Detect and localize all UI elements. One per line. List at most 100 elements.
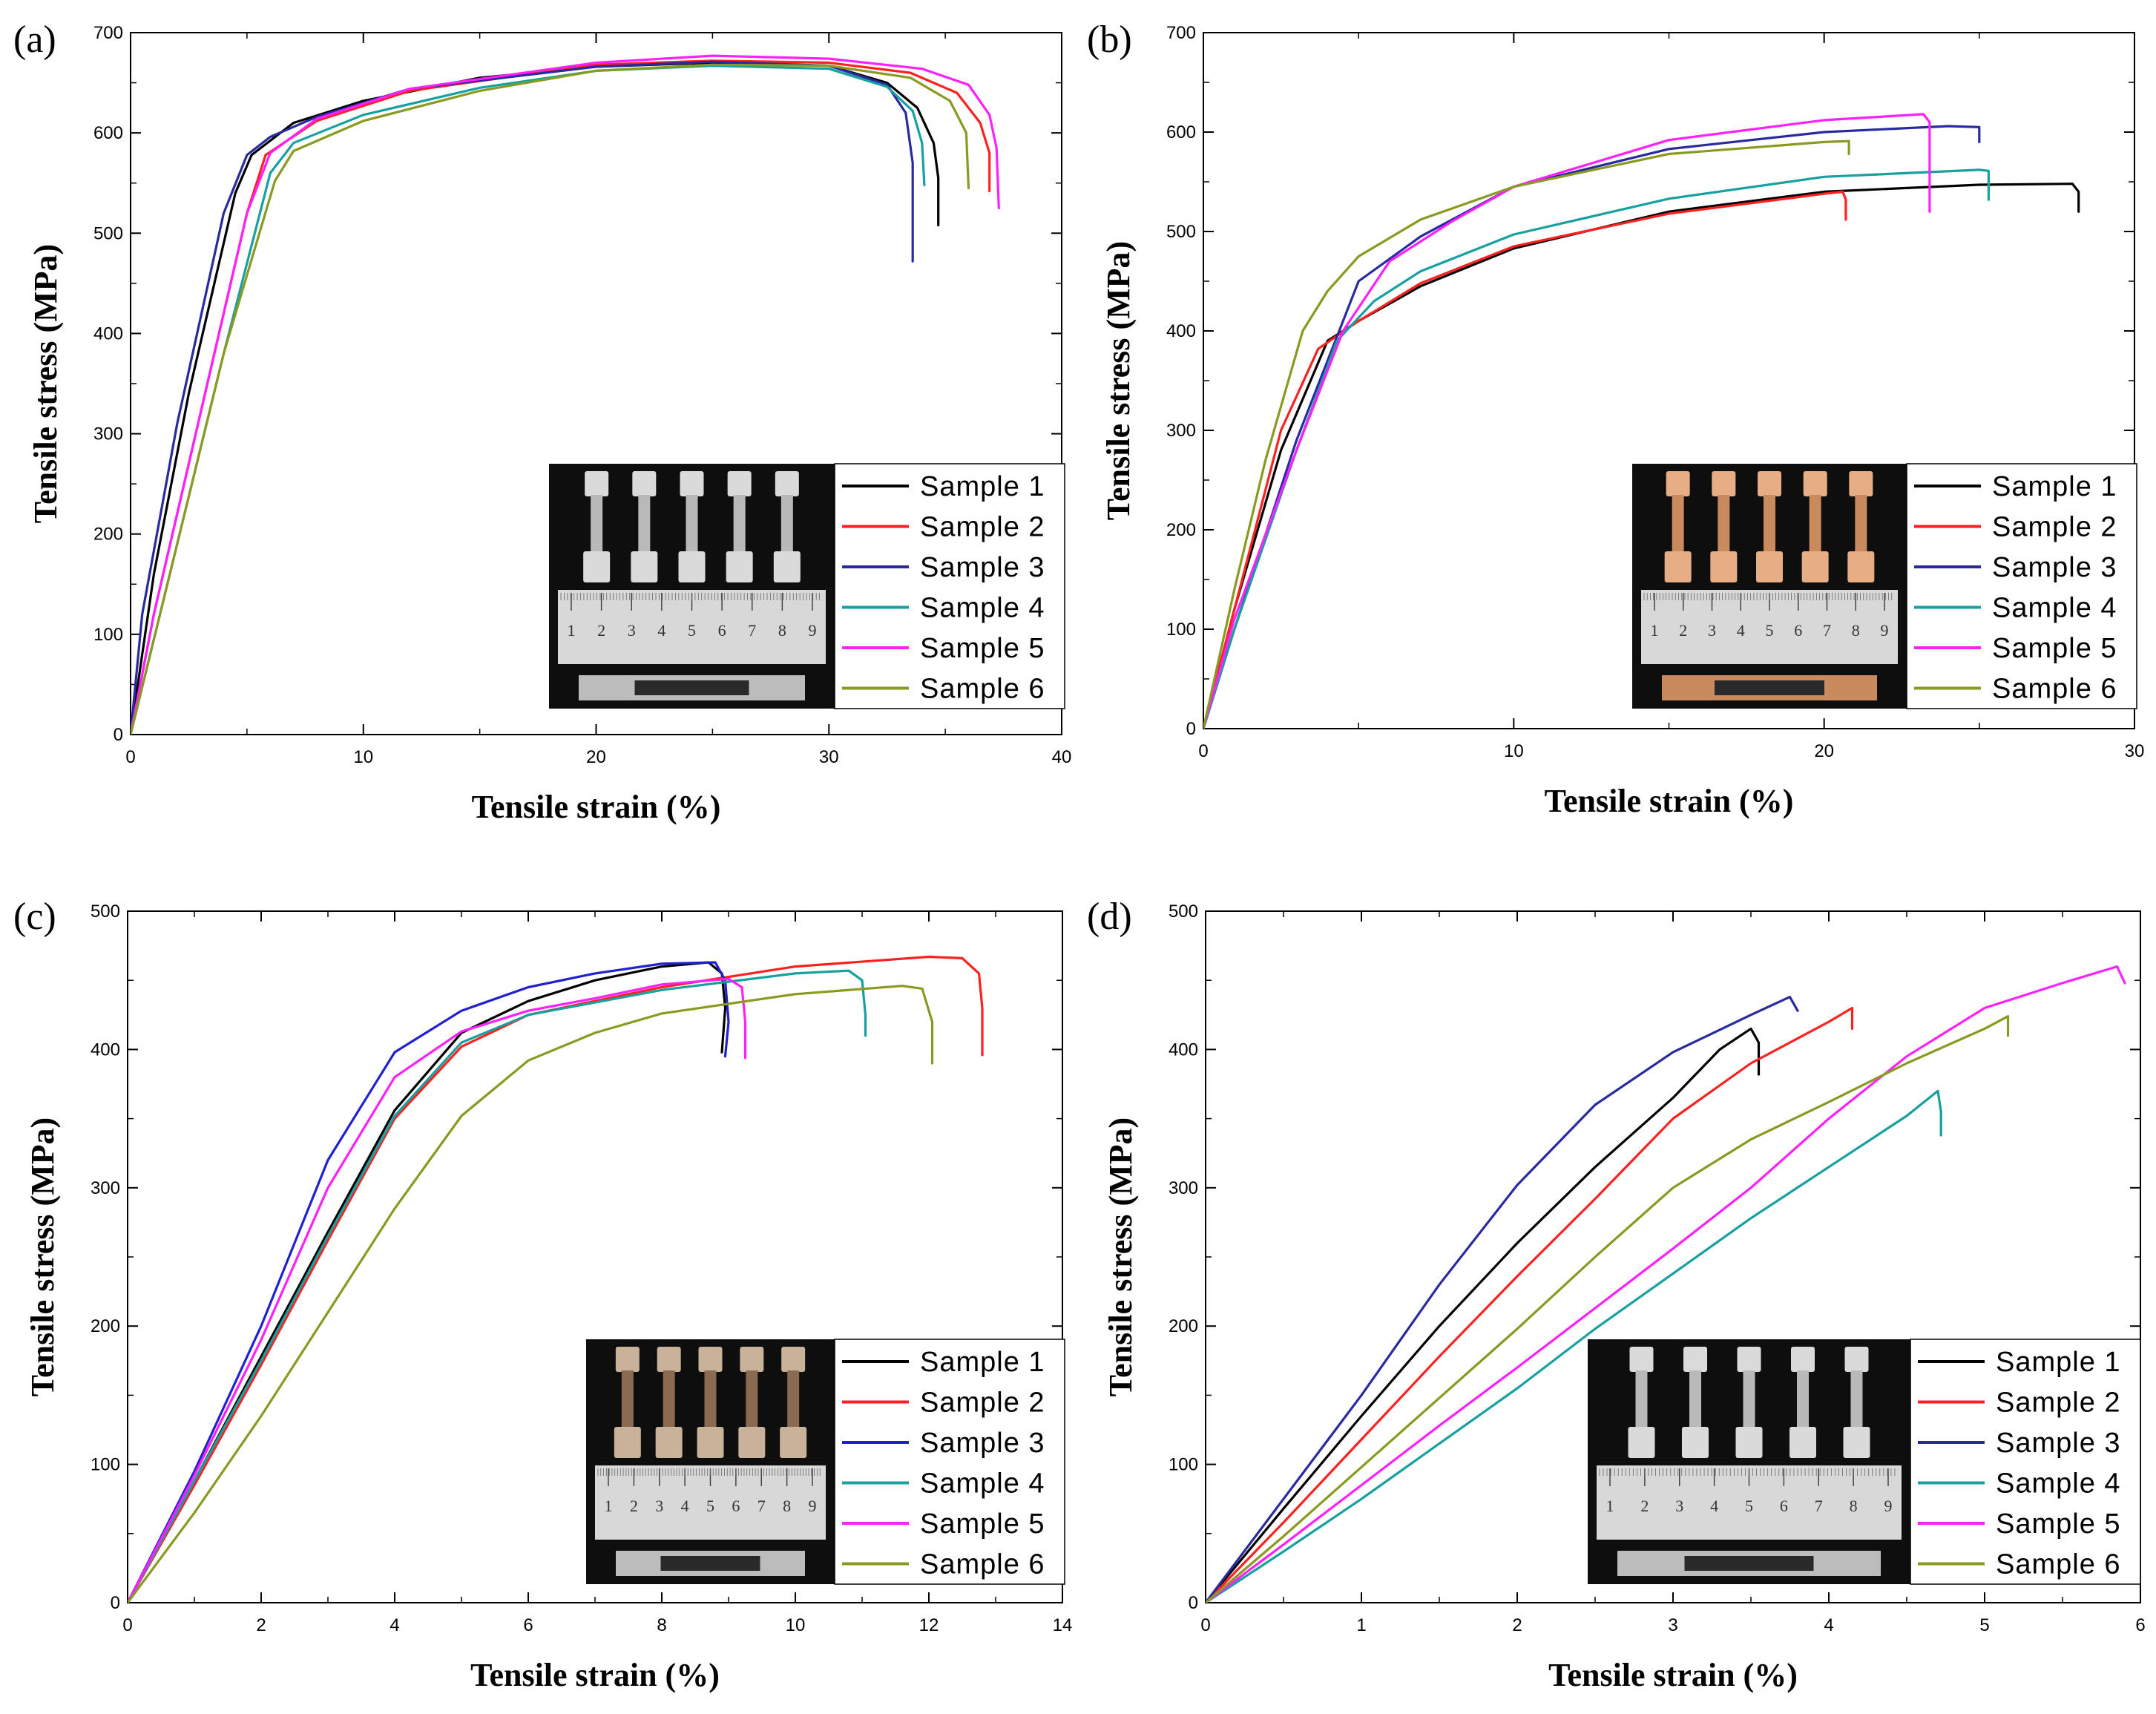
ruler-number: 5 (1745, 1497, 1753, 1515)
legend-entry: Sample 5 (1992, 633, 2117, 664)
series-lines (131, 54, 1000, 735)
ruler-number: 8 (1850, 1497, 1858, 1515)
y-axis-title: Tensile stress (MPa) (1102, 1117, 1139, 1396)
x-tick-label: 20 (586, 747, 606, 767)
x-tick-label: 0 (122, 1615, 132, 1635)
y-tick-label: 400 (91, 1040, 120, 1060)
x-tick-label: 3 (1668, 1615, 1677, 1635)
ruler-number: 6 (732, 1497, 740, 1515)
x-tick-label: 0 (1198, 741, 1208, 761)
dogbone-specimen (1682, 1347, 1709, 1458)
dogbone-specimen (1756, 471, 1783, 582)
x-tick-label: 30 (819, 747, 839, 767)
legend-box (1906, 463, 2137, 709)
y-tick-label: 500 (1169, 902, 1198, 922)
y-tick-label: 500 (93, 223, 123, 243)
ruler-number: 2 (630, 1497, 638, 1515)
dogbone-specimen (678, 471, 706, 582)
ruler-number: 3 (655, 1497, 663, 1515)
ruler-number: 9 (809, 1497, 817, 1515)
dogbone-specimen (1801, 471, 1829, 582)
ruler-number: 6 (1794, 621, 1802, 640)
y-tick-label: 500 (1166, 222, 1196, 242)
ruler-number: 9 (809, 621, 817, 640)
x-tick-label: 6 (2135, 1615, 2145, 1635)
legend-entry: Sample 1 (1992, 471, 2117, 502)
x-tick-label: 8 (657, 1615, 666, 1635)
x-tick-label: 4 (390, 1615, 399, 1635)
legend-entry: Sample 3 (920, 552, 1045, 583)
legend-entry: Sample 6 (1992, 674, 2117, 705)
dogbone-specimen (738, 1347, 766, 1458)
series-lines (1206, 965, 2126, 1603)
series-line-sample-4 (128, 969, 867, 1603)
ruler-number: 3 (1675, 1497, 1683, 1515)
series-line-sample-5 (1206, 965, 2126, 1603)
y-tick-label: 200 (1166, 520, 1196, 540)
ruler-number: 4 (1737, 621, 1745, 640)
ruler-number: 7 (748, 621, 756, 640)
y-tick-label: 300 (1169, 1178, 1198, 1198)
ruler-number: 2 (1640, 1497, 1649, 1515)
y-tick-label: 100 (1169, 1455, 1198, 1475)
ruler-number: 7 (1823, 621, 1831, 640)
x-tick-label: 14 (1053, 1615, 1073, 1635)
dogbone-specimen (726, 471, 753, 582)
legend-entry: Sample 6 (920, 674, 1045, 705)
ruler-number: 2 (1679, 621, 1687, 640)
y-axis-title: Tensile stress (MPa) (27, 244, 64, 523)
x-tick-label: 10 (786, 1615, 806, 1635)
dogbone-specimen (1710, 471, 1738, 582)
ruler-number: 6 (718, 621, 726, 640)
y-tick-label: 100 (1166, 620, 1196, 640)
x-axis-title: Tensile strain (%) (472, 789, 721, 825)
x-tick-label: 2 (1512, 1615, 1522, 1635)
legend-entry: Sample 5 (1996, 1508, 2121, 1540)
series-line-sample-4 (1206, 1089, 1942, 1603)
ruler-number: 4 (1710, 1497, 1718, 1515)
y-tick-label: 100 (91, 1455, 120, 1475)
x-tick-label: 6 (523, 1615, 533, 1635)
x-tick-label: 30 (2125, 741, 2145, 761)
dogbone-specimen (697, 1347, 724, 1458)
legend-entry: Sample 2 (920, 1388, 1045, 1419)
legend-entry: Sample 5 (920, 1508, 1045, 1540)
x-tick-label: 0 (1200, 1615, 1210, 1635)
legend-entry: Sample 1 (920, 1347, 1045, 1378)
dogbone-specimen (1628, 1347, 1655, 1458)
x-tick-label: 10 (1504, 741, 1524, 761)
legend-entry: Sample 4 (920, 1468, 1045, 1500)
ruler-number: 9 (1884, 1497, 1893, 1515)
y-axis-title: Tensile stress (MPa) (24, 1117, 61, 1396)
ruler-number: 5 (706, 1497, 714, 1515)
series-line-sample-2 (128, 955, 984, 1603)
x-axis-title: Tensile strain (%) (1548, 1657, 1798, 1693)
series-line-sample-1 (1203, 183, 2080, 729)
legend-entry: Sample 2 (1996, 1388, 2121, 1419)
ruler-number: 5 (688, 621, 696, 640)
y-tick-label: 600 (93, 123, 123, 143)
ruler-number: 8 (1852, 621, 1860, 640)
panel-label: (d) (1087, 896, 1132, 938)
x-tick-label: 4 (1824, 1615, 1833, 1635)
legend-entry: Sample 4 (1992, 593, 2117, 624)
y-tick-label: 600 (1166, 122, 1196, 142)
ruler-number: 7 (1815, 1497, 1823, 1515)
ruler-number: 8 (778, 621, 786, 640)
series-line-sample-1 (1206, 1027, 1761, 1603)
series-line-sample-6 (1206, 1015, 2010, 1603)
dogbone-specimen (614, 1347, 641, 1458)
legend-entry: Sample 6 (1996, 1549, 2121, 1580)
series-lines (128, 955, 984, 1603)
ruler-number: 3 (628, 621, 636, 640)
panel-label: (a) (13, 19, 56, 61)
series-line-sample-6 (1203, 139, 1850, 729)
dogbone-specimen (655, 1347, 683, 1458)
y-tick-label: 200 (1169, 1316, 1198, 1336)
dogbone-specimen (1843, 1347, 1870, 1458)
x-tick-label: 20 (1814, 741, 1834, 761)
